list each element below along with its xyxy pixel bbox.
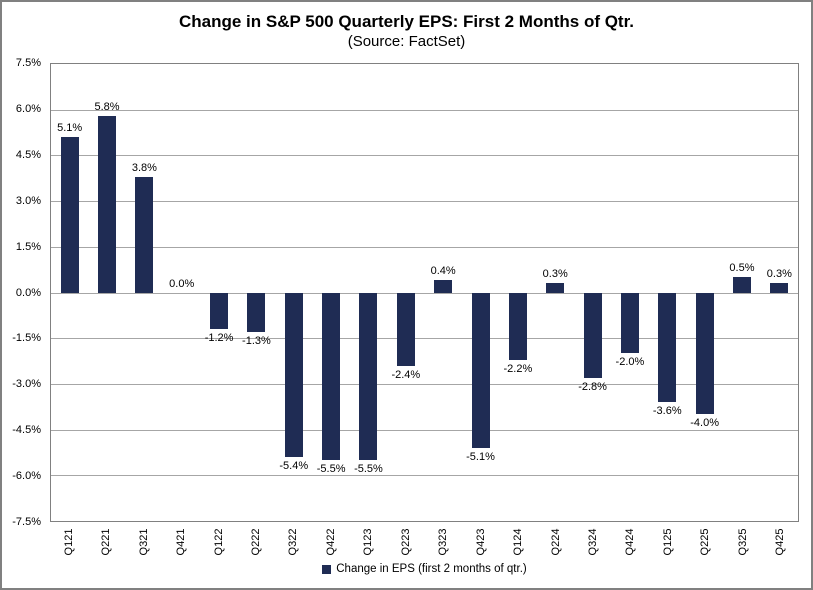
x-tick-label: Q121: [62, 528, 75, 556]
x-tick-label: Q122: [212, 528, 225, 556]
y-tick-label: 7.5%: [15, 57, 41, 69]
bar-value-label: -2.4%: [391, 368, 421, 381]
bar-value-label: 0.3%: [766, 268, 792, 281]
gridline: [51, 475, 798, 477]
legend-swatch-icon: [322, 564, 332, 574]
y-tick-label: -6.0%: [12, 470, 41, 483]
bar-value-label: -5.4%: [279, 460, 309, 473]
bar-value-label: 5.1%: [57, 122, 83, 135]
bar-q324: [583, 292, 602, 378]
x-tick-label: Q425: [774, 528, 787, 556]
bar-value-label: 3.8%: [131, 161, 157, 174]
bar-value-label: -2.0%: [615, 356, 645, 369]
legend-label: Change in EPS (first 2 months of qtr.): [336, 563, 527, 575]
bar-value-label: 0.3%: [542, 268, 568, 281]
bar-q425: [770, 283, 789, 293]
y-tick-label: 6.0%: [15, 102, 41, 115]
bar-q224: [546, 283, 565, 293]
bar-q225: [695, 292, 714, 415]
gridline: [51, 338, 798, 340]
x-tick-label: Q325: [736, 528, 749, 556]
y-tick-label: -7.5%: [12, 516, 41, 528]
bar-q223: [396, 292, 415, 366]
chart-subtitle: (Source: FactSet): [347, 33, 466, 50]
x-tick-label: Q324: [587, 528, 600, 556]
gridline: [51, 429, 798, 431]
x-tick-label: Q321: [137, 528, 150, 556]
bar-q222: [247, 292, 266, 333]
x-tick-label: Q222: [249, 528, 262, 556]
bar-value-label: 5.8%: [94, 100, 120, 113]
x-tick-label: Q125: [661, 528, 674, 556]
x-tick-label: Q422: [324, 528, 337, 556]
bar-value-label: -3.6%: [652, 405, 682, 418]
y-tick-label: -3.0%: [12, 378, 41, 391]
chart-title: Change in S&P 500 Quarterly EPS: First 2…: [178, 12, 634, 31]
bar-value-label: -1.3%: [242, 335, 271, 348]
bar-value-label: -5.5%: [316, 463, 346, 476]
x-tick-label: Q221: [100, 528, 113, 556]
x-tick-label: Q424: [624, 528, 637, 556]
bar-value-label: -2.8%: [578, 380, 607, 393]
x-tick-label: Q421: [175, 528, 188, 556]
y-tick-label: 0.0%: [15, 286, 41, 299]
x-tick-label: Q224: [549, 528, 562, 556]
bar-q424: [620, 292, 639, 354]
gridline: [51, 383, 798, 385]
gridline: [51, 246, 798, 248]
bar-q122: [210, 292, 229, 330]
x-tick-label: Q223: [399, 528, 412, 556]
bar-q125: [658, 292, 677, 403]
x-tick-label: Q423: [474, 528, 487, 556]
bar-q124: [508, 292, 527, 360]
x-tick-label: Q225: [699, 528, 712, 556]
x-tick-label: Q323: [437, 528, 450, 556]
y-tick-label: 4.5%: [15, 148, 41, 161]
bar-q121: [60, 137, 79, 293]
gridline: [51, 109, 798, 111]
bar-q422: [322, 292, 341, 461]
bar-value-label: -5.1%: [466, 450, 495, 463]
y-tick-label: -1.5%: [12, 332, 41, 345]
y-tick-label: 3.0%: [15, 194, 41, 207]
bar-q322: [284, 292, 303, 458]
bar-value-label: 0.4%: [430, 265, 456, 278]
bar-q123: [359, 292, 378, 461]
bar-q323: [434, 280, 453, 293]
bar-value-label: -2.2%: [503, 362, 533, 375]
bar-q325: [732, 277, 751, 293]
y-axis-labels: 7.5% 6.0% 4.5% 3.0% 1.5% 0.0% -1.5% -3.0% -4.5% -…: [2, 57, 46, 528]
bar-value-label: 0.0%: [169, 277, 195, 290]
gridline: [51, 155, 798, 157]
x-axis-labels: Q121 Q221 Q321 Q421 Q122 Q222 Q322 Q422 Q123 Q223…: [50, 523, 799, 561]
bar-q321: [135, 176, 154, 293]
gridline: [51, 201, 798, 203]
x-tick-label: Q123: [362, 528, 375, 556]
bar-q221: [98, 115, 117, 293]
bar-q423: [471, 292, 490, 448]
gridline: [51, 292, 798, 294]
x-tick-label: Q124: [512, 528, 525, 556]
y-tick-label: -4.5%: [12, 424, 41, 437]
legend: Change in EPS (first 2 months of qtr.): [50, 563, 799, 575]
bar-value-label: -1.2%: [204, 332, 234, 345]
plot-area: 5.1% 5.8% 3.8% 0.0% -1.2% -1.3% -5.4% -5.5% -5.5…: [50, 63, 799, 522]
x-tick-label: Q322: [287, 528, 300, 556]
bar-value-label: 0.5%: [729, 262, 755, 275]
y-tick-label: 1.5%: [15, 240, 41, 253]
bar-value-label: -4.0%: [690, 417, 719, 430]
bar-value-label: -5.5%: [354, 463, 383, 476]
